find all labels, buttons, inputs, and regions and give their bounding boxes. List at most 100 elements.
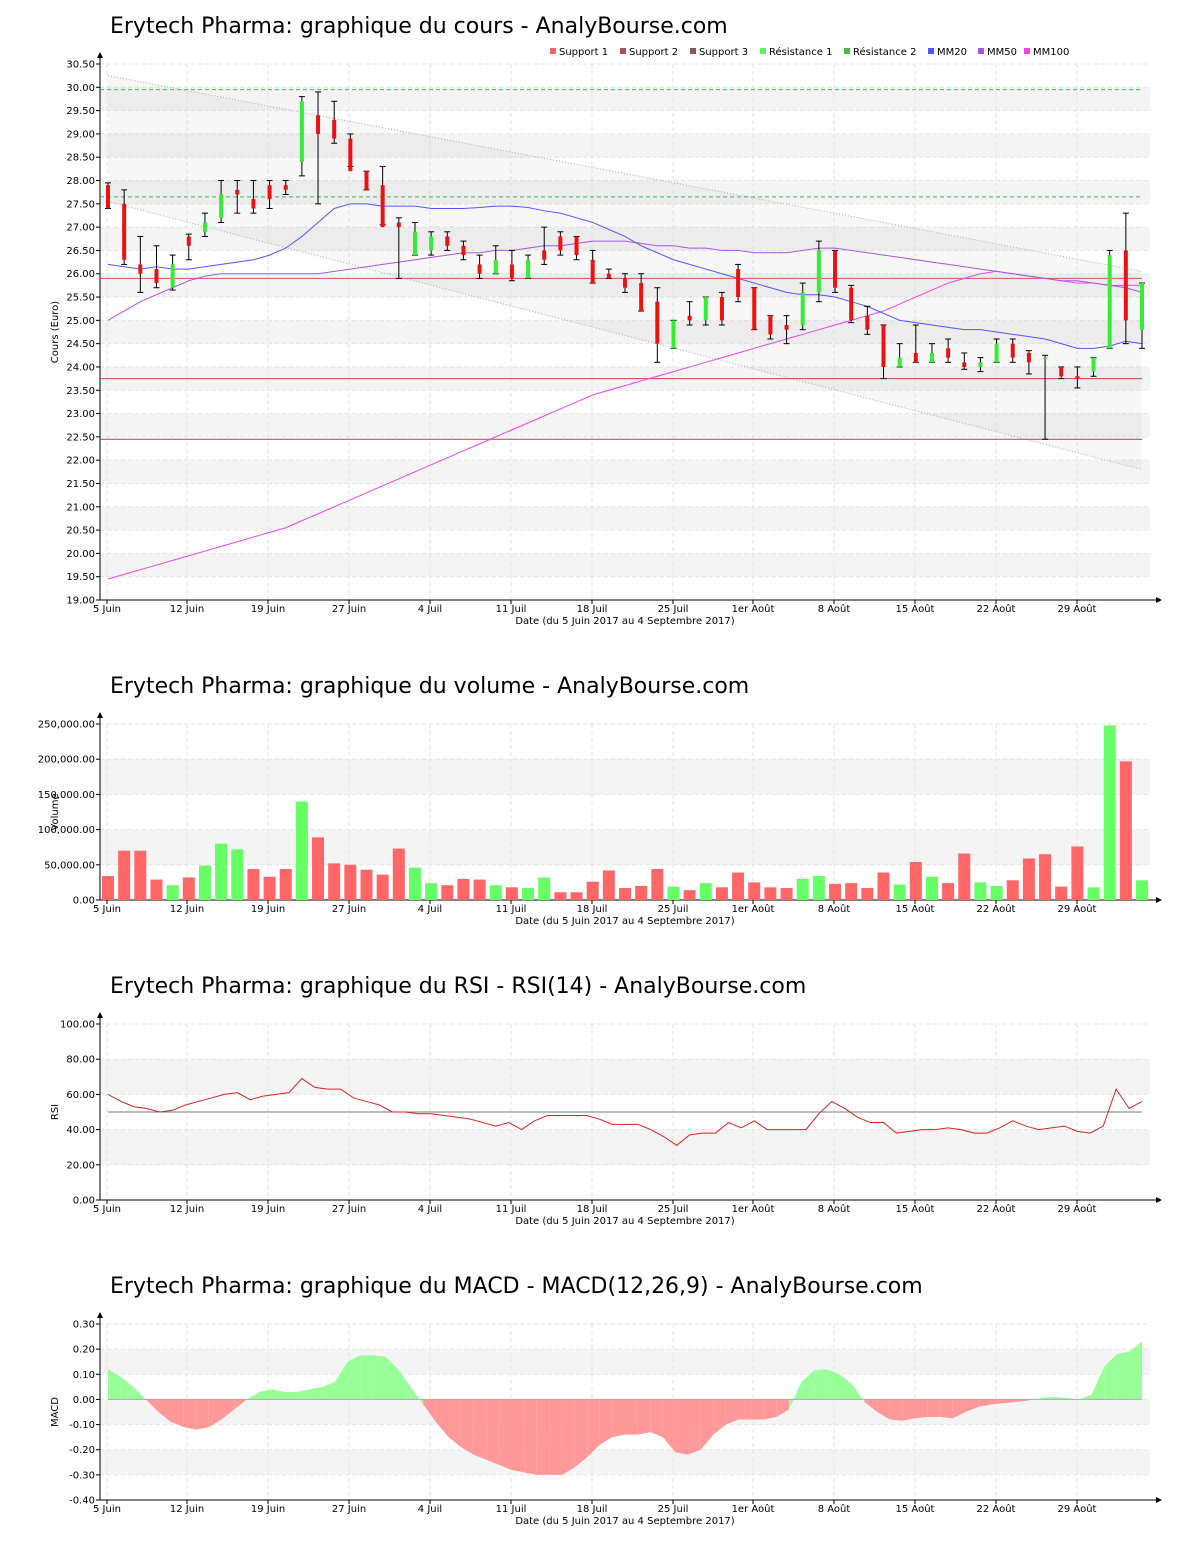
candle-body xyxy=(283,185,288,190)
macd-area-negative xyxy=(915,1399,928,1419)
candle xyxy=(492,245,499,275)
candle-body xyxy=(1140,283,1144,330)
candle-body xyxy=(477,264,482,274)
candle-body xyxy=(606,273,611,279)
volume-bar xyxy=(780,888,793,900)
candle-body xyxy=(849,287,854,321)
macd-area-positive xyxy=(1091,1366,1105,1400)
candle xyxy=(864,305,871,335)
macd-area-negative xyxy=(662,1399,676,1453)
macd-area-negative xyxy=(461,1399,474,1455)
volume-bar xyxy=(602,870,615,900)
macd-area-negative xyxy=(675,1399,689,1455)
candle xyxy=(250,180,257,214)
macd-area-negative xyxy=(738,1399,752,1420)
volume-bar xyxy=(796,878,809,900)
macd-area-positive xyxy=(334,1361,348,1400)
volume-bar xyxy=(651,869,664,900)
legend-item: MM50 xyxy=(987,47,1017,58)
candle xyxy=(105,182,111,209)
grid-band xyxy=(100,1449,1150,1475)
candle-body xyxy=(784,325,789,330)
volume-bar xyxy=(538,877,551,900)
macd-area-negative xyxy=(927,1399,941,1418)
macd-area-negative xyxy=(234,1399,247,1410)
y-tick-label: 50,000.00 xyxy=(44,860,95,871)
price-chart: 19.00 19.50 20.00 20.50 21.00 21.50 22.00 22.50… xyxy=(50,46,1162,627)
candle xyxy=(928,343,935,363)
macd-area-negative xyxy=(221,1399,235,1420)
candle-body xyxy=(186,236,191,246)
volume-bar xyxy=(829,883,842,900)
x-tick-label: 5 Juin xyxy=(93,1504,121,1515)
candle xyxy=(815,240,822,303)
y-tick-label: 100.00 xyxy=(60,1020,95,1031)
candle xyxy=(1042,354,1049,440)
y-tick-label: 30.00 xyxy=(66,83,95,94)
legend-swatch xyxy=(550,48,556,54)
x-tick-label: 22 Août xyxy=(977,1503,1016,1515)
x-axis-arrow-icon xyxy=(1156,1197,1162,1203)
legend-swatch xyxy=(760,48,766,54)
candle xyxy=(832,249,839,293)
volume-bar xyxy=(392,848,405,900)
y-tick-label: 250,000.00 xyxy=(38,720,95,731)
volume-bar xyxy=(457,878,470,900)
macd-area-negative xyxy=(498,1399,512,1470)
y-tick-label: 0.10 xyxy=(73,1370,95,1381)
candle-body xyxy=(1026,352,1031,363)
grid-band xyxy=(100,87,1150,111)
y-axis-arrow-icon xyxy=(97,52,103,58)
x-tick-label: 27 Juin xyxy=(332,1504,366,1515)
candle-body xyxy=(170,264,175,288)
macd-area-negative xyxy=(486,1399,499,1465)
y-tick-label: 22.00 xyxy=(66,456,95,467)
candle xyxy=(767,315,774,340)
macd-area-negative xyxy=(448,1399,462,1448)
macd-area-negative xyxy=(889,1399,903,1421)
candle xyxy=(1058,366,1065,380)
macd-area-negative xyxy=(751,1399,764,1420)
macd-area-positive xyxy=(246,1391,260,1400)
legend-item: Résistance 1 xyxy=(769,46,832,58)
y-tick-label: 22.50 xyxy=(66,432,95,443)
x-tick-label: 12 Juin xyxy=(170,904,204,915)
candle-body xyxy=(719,297,724,321)
volume-bar xyxy=(635,885,648,900)
y-axis-label: Cours (Euro) xyxy=(50,301,61,364)
candle xyxy=(541,226,548,265)
candle-body xyxy=(380,185,385,228)
x-tick-label: 25 Juil xyxy=(658,1504,689,1515)
volume-bar xyxy=(344,864,357,900)
volume-bar xyxy=(360,869,373,900)
volume-bar xyxy=(570,892,583,900)
macd-area-positive xyxy=(1129,1341,1142,1400)
candle-body xyxy=(412,231,417,256)
y-tick-label: 100,000.00 xyxy=(38,825,95,836)
mm50-line xyxy=(107,240,1143,321)
candle-body xyxy=(445,236,450,246)
legend-swatch xyxy=(978,48,984,54)
grid-band xyxy=(100,1129,1150,1165)
volume-bar xyxy=(198,865,211,900)
x-tick-label: 8 Août xyxy=(818,603,851,615)
volume-bar xyxy=(764,887,777,900)
macd-area-negative xyxy=(688,1399,701,1455)
candle xyxy=(751,287,758,331)
candle xyxy=(1122,212,1129,345)
candle xyxy=(395,217,402,279)
volume-bar xyxy=(715,887,728,900)
y-tick-label: 27.50 xyxy=(66,199,95,210)
volume-bar xyxy=(134,850,147,900)
macd-area-negative xyxy=(196,1399,209,1430)
volume-bar xyxy=(231,849,244,900)
volume-bar xyxy=(1055,886,1068,900)
x-tick-label: 1er Août xyxy=(732,1203,775,1215)
x-tick-label: 19 Juin xyxy=(251,604,285,615)
x-tick-label: 4 Juil xyxy=(418,904,442,915)
candle xyxy=(460,240,467,261)
candle xyxy=(266,180,273,209)
candle-body xyxy=(816,250,821,293)
grid-band xyxy=(100,1349,1150,1375)
x-tick-label: 18 Juil xyxy=(577,1504,608,1515)
